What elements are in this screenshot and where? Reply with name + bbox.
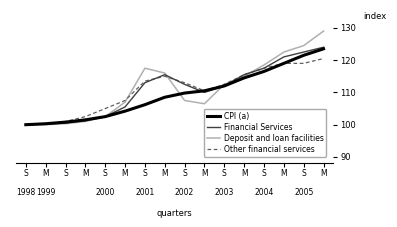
Text: 2004: 2004 xyxy=(254,188,274,197)
Deposit and loan facilities xyxy=(262,64,266,66)
Financial Services xyxy=(143,81,147,84)
Deposit and loan facilities xyxy=(83,120,88,123)
Other financial services xyxy=(143,80,147,82)
Other financial services xyxy=(281,62,286,65)
CPI (a) xyxy=(281,62,286,65)
Text: 2001: 2001 xyxy=(135,188,154,197)
Line: CPI (a): CPI (a) xyxy=(26,49,324,125)
Deposit and loan facilities xyxy=(182,99,187,102)
Other financial services xyxy=(23,123,28,126)
Financial Services xyxy=(262,67,266,69)
CPI (a) xyxy=(63,121,68,123)
Line: Other financial services: Other financial services xyxy=(26,59,324,125)
CPI (a) xyxy=(262,70,266,73)
Financial Services xyxy=(103,115,108,118)
Line: Financial Services: Financial Services xyxy=(26,47,324,125)
Other financial services xyxy=(301,62,306,65)
Other financial services xyxy=(43,123,48,125)
Legend: CPI (a), Financial Services, Deposit and loan facilities, Other financial servic: CPI (a), Financial Services, Deposit and… xyxy=(204,109,326,157)
Deposit and loan facilities xyxy=(143,67,147,69)
CPI (a) xyxy=(83,118,88,121)
CPI (a) xyxy=(242,76,247,79)
Deposit and loan facilities xyxy=(202,102,207,105)
Financial Services xyxy=(202,91,207,94)
CPI (a) xyxy=(43,122,48,125)
Text: 1999: 1999 xyxy=(36,188,55,197)
Financial Services xyxy=(23,123,28,126)
CPI (a) xyxy=(23,123,28,126)
Financial Services xyxy=(123,106,127,108)
Deposit and loan facilities xyxy=(123,101,127,104)
CPI (a) xyxy=(321,47,326,50)
Financial Services xyxy=(301,51,306,53)
Other financial services xyxy=(103,107,108,110)
Text: 2000: 2000 xyxy=(96,188,115,197)
Deposit and loan facilities xyxy=(222,83,227,86)
X-axis label: quarters: quarters xyxy=(157,209,193,217)
Financial Services xyxy=(281,56,286,58)
Line: Deposit and loan facilities: Deposit and loan facilities xyxy=(26,31,324,125)
Financial Services xyxy=(162,73,167,76)
Other financial services xyxy=(202,89,207,92)
Other financial services xyxy=(321,57,326,60)
Deposit and loan facilities xyxy=(242,75,247,78)
Text: 2003: 2003 xyxy=(215,188,234,197)
CPI (a) xyxy=(162,96,167,99)
Other financial services xyxy=(83,115,88,118)
CPI (a) xyxy=(222,85,227,87)
Deposit and loan facilities xyxy=(103,115,108,118)
Deposit and loan facilities xyxy=(301,44,306,47)
Financial Services xyxy=(182,83,187,86)
Other financial services xyxy=(182,81,187,84)
Other financial services xyxy=(222,83,227,86)
Financial Services xyxy=(222,85,227,87)
Deposit and loan facilities xyxy=(43,123,48,126)
Text: 1998: 1998 xyxy=(16,188,35,197)
Financial Services xyxy=(63,122,68,124)
Deposit and loan facilities xyxy=(321,30,326,32)
Other financial services xyxy=(162,75,167,78)
Y-axis label: index: index xyxy=(363,12,386,21)
Deposit and loan facilities xyxy=(23,123,28,126)
Other financial services xyxy=(63,120,68,123)
Other financial services xyxy=(123,99,127,102)
Text: 2002: 2002 xyxy=(175,188,194,197)
CPI (a) xyxy=(202,89,207,92)
CPI (a) xyxy=(143,103,147,106)
Deposit and loan facilities xyxy=(281,51,286,53)
CPI (a) xyxy=(182,92,187,94)
Financial Services xyxy=(321,46,326,49)
Financial Services xyxy=(43,123,48,125)
Financial Services xyxy=(83,119,88,122)
CPI (a) xyxy=(301,54,306,57)
Deposit and loan facilities xyxy=(162,72,167,74)
Other financial services xyxy=(242,73,247,76)
Deposit and loan facilities xyxy=(63,122,68,125)
CPI (a) xyxy=(123,110,127,113)
Text: 2005: 2005 xyxy=(294,188,313,197)
Financial Services xyxy=(242,73,247,76)
CPI (a) xyxy=(103,115,108,118)
Other financial services xyxy=(262,67,266,69)
